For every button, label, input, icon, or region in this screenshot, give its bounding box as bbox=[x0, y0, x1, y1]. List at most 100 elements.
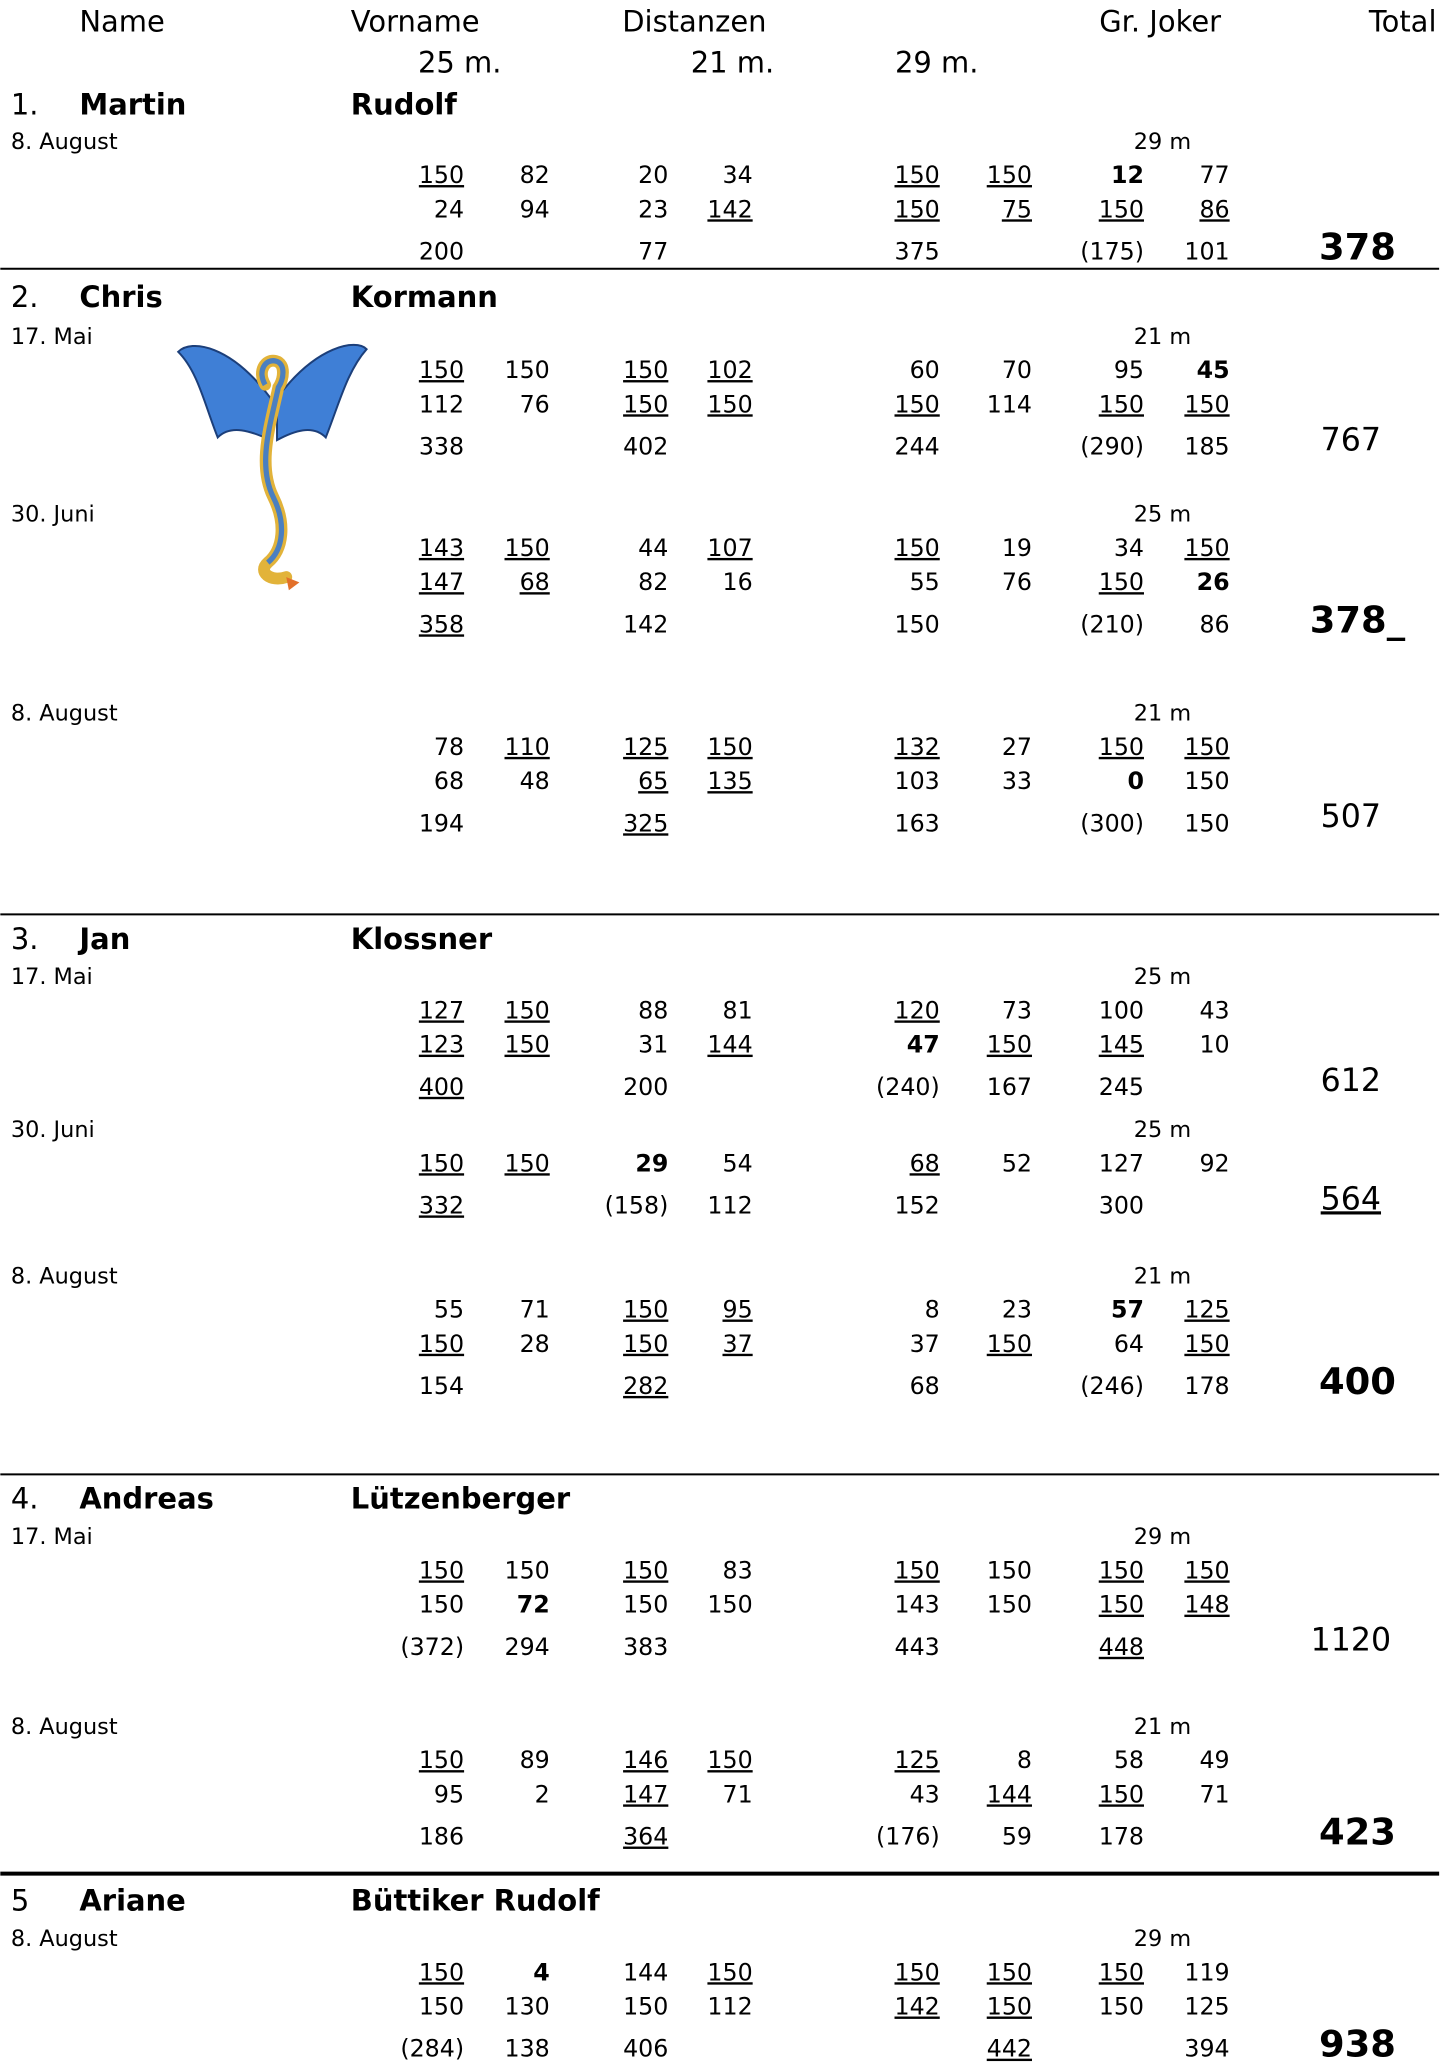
score-cell: 150 bbox=[707, 1958, 752, 1986]
score-cell: 82 bbox=[520, 161, 550, 189]
sum-cell: (290) bbox=[1080, 432, 1144, 460]
score-cell: 55 bbox=[910, 568, 940, 596]
sum-cell: 150 bbox=[1184, 809, 1229, 837]
score-cell: 10 bbox=[1199, 1031, 1229, 1059]
score-cell: 29 bbox=[635, 1149, 668, 1177]
score-cell: 143 bbox=[419, 534, 464, 562]
sum-cell: (300) bbox=[1080, 809, 1144, 837]
score-cell: 95 bbox=[722, 1296, 752, 1324]
score-cell: 150 bbox=[623, 1591, 668, 1619]
score-cell: 60 bbox=[910, 356, 940, 384]
score-cell: 12 bbox=[1111, 161, 1144, 189]
score-cell: 144 bbox=[623, 1958, 668, 1986]
sum-cell: 154 bbox=[419, 1372, 464, 1400]
score-cell: 73 bbox=[1002, 996, 1032, 1024]
score-cell: 150 bbox=[895, 534, 940, 562]
score-cell: 150 bbox=[895, 195, 940, 223]
date: 17. Mai bbox=[11, 1524, 93, 1550]
date: 8. August bbox=[11, 129, 118, 155]
sum-cell: 152 bbox=[895, 1191, 940, 1219]
score-cell: 145 bbox=[1099, 1031, 1144, 1059]
score-cell: 112 bbox=[707, 1993, 752, 2021]
score-cell: 76 bbox=[1002, 568, 1032, 596]
score-cell: 114 bbox=[987, 390, 1032, 418]
last-name: Lützenberger bbox=[351, 1482, 571, 1516]
total: 378_ bbox=[1310, 598, 1406, 641]
score-cell: 8 bbox=[1017, 1746, 1032, 1774]
date: 17. Mai bbox=[11, 324, 93, 350]
score-cell: 150 bbox=[1184, 733, 1229, 761]
score-cell: 20 bbox=[638, 161, 668, 189]
score-cell: 125 bbox=[623, 733, 668, 761]
first-name: Andreas bbox=[79, 1482, 214, 1516]
score-cell: 150 bbox=[419, 1556, 464, 1584]
score-cell: 150 bbox=[895, 1556, 940, 1584]
score-cell: 144 bbox=[707, 1031, 752, 1059]
score-cell: 70 bbox=[1002, 356, 1032, 384]
score-cell: 125 bbox=[1184, 1296, 1229, 1324]
score-cell: 71 bbox=[1199, 1780, 1229, 1808]
score-cell: 23 bbox=[1002, 1296, 1032, 1324]
score-cell: 150 bbox=[419, 1149, 464, 1177]
score-cell: 4 bbox=[533, 1958, 549, 1986]
total: 612 bbox=[1321, 1063, 1381, 1099]
score-cell: 72 bbox=[517, 1591, 550, 1619]
score-cell: 150 bbox=[505, 534, 550, 562]
score-cell: 110 bbox=[505, 733, 550, 761]
score-cell: 150 bbox=[987, 1591, 1032, 1619]
rank: 1. bbox=[11, 88, 39, 122]
score-cell: 88 bbox=[638, 996, 668, 1024]
score-cell: 147 bbox=[623, 1780, 668, 1808]
sum-cell: 300 bbox=[1099, 1191, 1144, 1219]
score-cell: 150 bbox=[419, 1746, 464, 1774]
score-cell: 94 bbox=[520, 195, 550, 223]
score-cell: 8 bbox=[925, 1296, 940, 1324]
sum-cell: 138 bbox=[505, 2035, 550, 2063]
header-joker: Gr. Joker bbox=[1099, 5, 1221, 39]
score-cell: 26 bbox=[1197, 568, 1230, 596]
score-cell: 150 bbox=[1099, 1556, 1144, 1584]
sum-cell: 325 bbox=[623, 809, 668, 837]
joker-distance: 25 m bbox=[1134, 964, 1191, 990]
joker-distance: 21 m bbox=[1134, 1714, 1191, 1740]
last-name: Rudolf bbox=[351, 88, 457, 122]
sum-cell: 332 bbox=[419, 1191, 464, 1219]
score-cell: 150 bbox=[505, 1149, 550, 1177]
score-cell: 150 bbox=[987, 161, 1032, 189]
sum-cell: 167 bbox=[987, 1073, 1032, 1101]
score-cell: 34 bbox=[722, 161, 752, 189]
sum-cell: 178 bbox=[1099, 1823, 1144, 1851]
sum-cell: 448 bbox=[1099, 1633, 1144, 1661]
score-cell: 142 bbox=[895, 1993, 940, 2021]
score-cell: 68 bbox=[434, 767, 464, 795]
sum-cell: 244 bbox=[895, 432, 940, 460]
score-cell: 127 bbox=[1099, 1149, 1144, 1177]
rank: 2. bbox=[11, 280, 39, 314]
score-cell: 150 bbox=[623, 1993, 668, 2021]
score-cell: 19 bbox=[1002, 534, 1032, 562]
score-cell: 48 bbox=[520, 767, 550, 795]
score-cell: 150 bbox=[1184, 767, 1229, 795]
score-cell: 100 bbox=[1099, 996, 1144, 1024]
joker-distance: 29 m bbox=[1134, 1926, 1191, 1952]
score-cell: 144 bbox=[987, 1780, 1032, 1808]
score-cell: 150 bbox=[419, 161, 464, 189]
total: 507 bbox=[1321, 799, 1381, 835]
date: 8. August bbox=[11, 1926, 118, 1952]
score-cell: 95 bbox=[434, 1780, 464, 1808]
score-cell: 150 bbox=[1099, 733, 1144, 761]
sum-cell: 375 bbox=[895, 237, 940, 265]
sum-cell: 112 bbox=[707, 1191, 752, 1219]
score-cell: 103 bbox=[895, 767, 940, 795]
sum-cell: (284) bbox=[400, 2035, 464, 2063]
sum-cell: (176) bbox=[876, 1823, 940, 1851]
header-vorname: Vorname bbox=[351, 5, 480, 39]
sum-cell: (210) bbox=[1080, 610, 1144, 638]
sum-cell: 406 bbox=[623, 2035, 668, 2063]
score-cell: 147 bbox=[419, 568, 464, 596]
total: 400 bbox=[1319, 1360, 1396, 1403]
score-cell: 92 bbox=[1199, 1149, 1229, 1177]
score-cell: 86 bbox=[1199, 195, 1229, 223]
date: 8. August bbox=[11, 1263, 118, 1289]
sum-cell: 402 bbox=[623, 432, 668, 460]
